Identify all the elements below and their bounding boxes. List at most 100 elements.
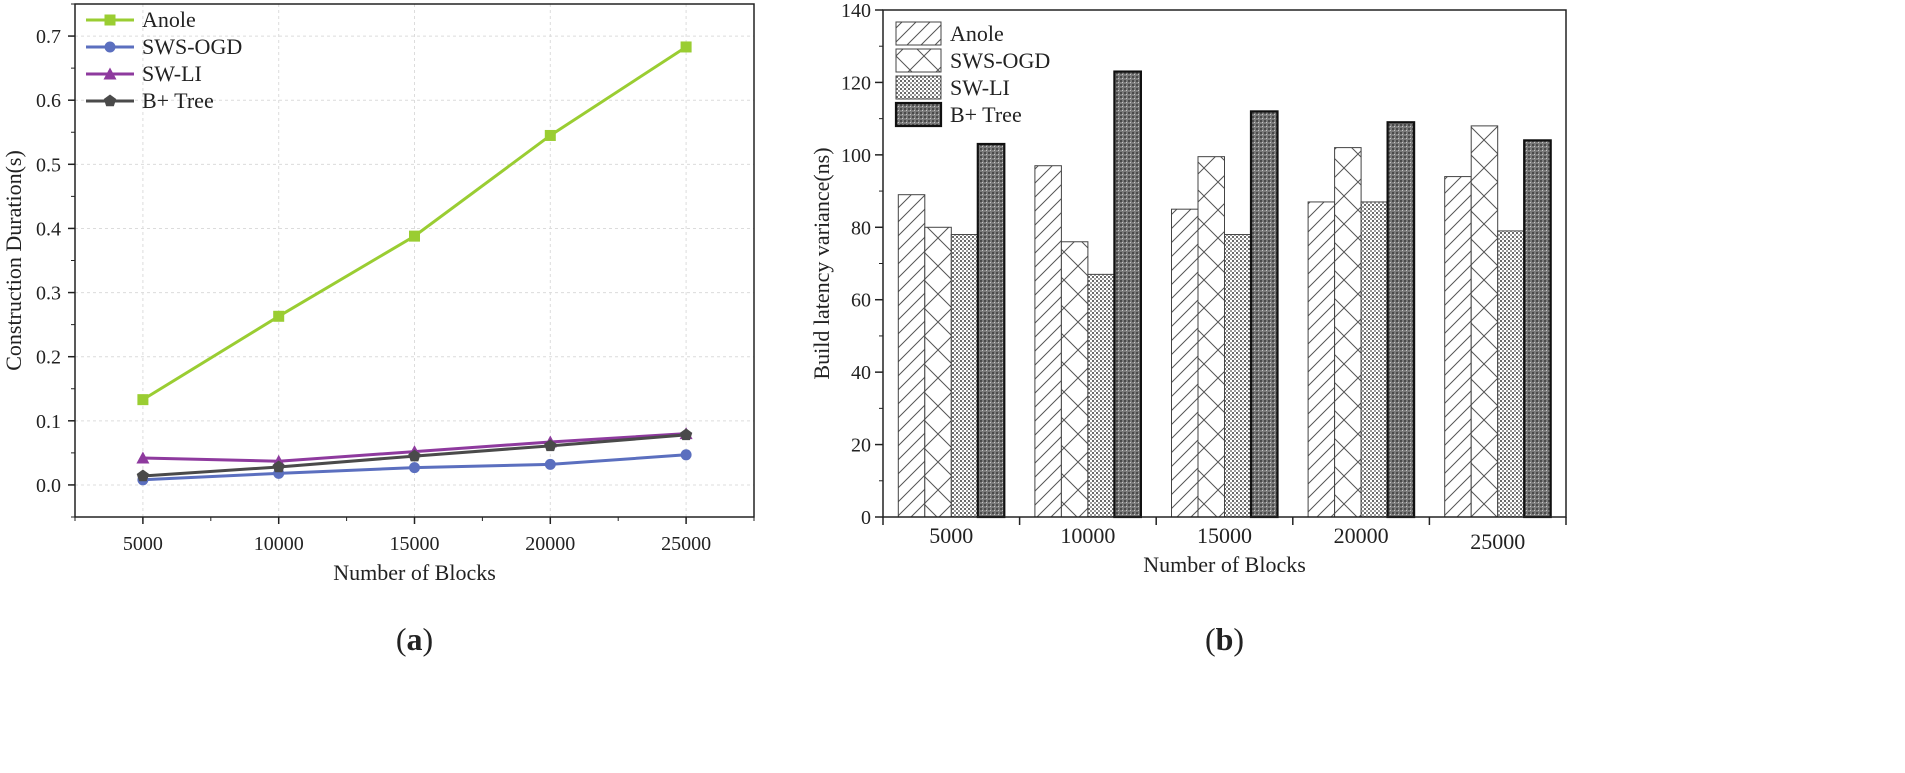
data-point-anole [409,230,420,242]
data-point-sw-li [136,451,150,464]
bar-b-tree [1113,70,1143,519]
panel-label-b-letter: b [1216,621,1234,657]
chart-a-x-tick-label: 25000 [661,533,711,555]
data-point-sws-ogd [680,449,692,461]
chart-a-y-tick-label: 0.5 [36,154,61,176]
bar-sw-li [1497,230,1525,518]
chart-b-y-tick-label: 100 [841,145,871,167]
chart-a-x-tick-label: 15000 [390,533,440,555]
chart-b-x-ticks: 5000 10000 15000 20000 25000 [882,517,1567,554]
bar-b-tree [1523,139,1552,519]
bar-sw-li [1087,273,1115,518]
chart-a-y-ticks: 0.0 0.1 0.2 0.3 0.4 0.5 0.6 0.7 [36,3,75,518]
chart-b-y-axis-title: Build latency variance(ns) [809,147,834,379]
legend-swatch-sw-li [895,75,942,100]
bar-sws-ogd [1197,156,1225,518]
chart-a-y-tick-label: 0.7 [36,26,61,48]
chart-b-y-tick-label: 80 [851,217,871,239]
legend-label-b-tree: B+ Tree [142,88,214,113]
chart-b-bars [897,70,1552,519]
chart-a-y-tick-label: 0.6 [36,90,61,112]
data-point-b-tree [272,460,285,473]
data-point-sws-ogd [544,458,556,470]
bar-chart-build-latency-variance: 0 20 40 60 80 100 120 140 5000 10000 15000 20000 25… [809,0,1567,657]
chart-b-category-label: 5000 [929,523,973,548]
panel-label-a-letter: a [407,621,423,657]
chart-a-y-tick-label: 0.4 [36,218,61,240]
chart-a-x-tick-label: 5000 [123,533,163,555]
chart-b-category-label: 10000 [1060,523,1115,548]
legend-label-sws-ogd: SWS-OGD [142,34,242,59]
chart-a-grid [75,4,754,517]
legend-marker-b-tree [103,94,117,107]
legend-label-anole: Anole [950,21,1004,46]
data-point-b-tree [544,439,557,452]
data-point-anole [680,41,692,53]
bar-anole [1171,208,1199,518]
chart-a-y-axis-title: Construction Duration(s) [1,150,26,371]
legend-label-anole: Anole [142,7,196,32]
bar-b-tree [1386,121,1416,519]
panel-label-b-close: ) [1233,621,1244,657]
chart-a-y-tick-label: 0.1 [36,411,61,433]
bar-b-tree [1249,110,1279,519]
chart-b-category-label: 15000 [1197,523,1252,548]
chart-b-y-tick-label: 120 [841,72,871,94]
legend-label-b-tree: B+ Tree [950,102,1022,127]
chart-b-y-tick-label: 40 [851,362,871,384]
bar-anole [1444,176,1472,518]
panel-label-b-open: ( [1205,621,1216,657]
panel-label-a-close: ) [423,621,434,657]
data-point-anole [137,394,149,406]
bar-sws-ogd [1470,125,1499,518]
chart-b-y-tick-label: 60 [851,290,871,312]
chart-b-category-label: 25000 [1470,529,1525,554]
bar-sw-li [950,234,979,518]
bar-sws-ogd [1060,241,1089,518]
chart-a-x-ticks: 5000 10000 15000 20000 25000 [74,517,755,555]
data-point-b-tree [679,428,693,441]
chart-a-y-tick-label: 0.3 [36,283,61,305]
data-point-anole [544,129,556,141]
legend-label-sw-li: SW-LI [142,61,202,86]
chart-a-x-axis-title: Number of Blocks [333,560,496,585]
line-chart-construction-duration: 0.0 0.1 0.2 0.3 0.4 0.5 0.6 0.7 5000 10000 15000 2… [1,3,755,657]
legend-marker-sw-li [103,67,117,80]
data-point-anole [273,310,285,322]
chart-a-y-tick-label: 0.2 [36,347,61,369]
data-point-sws-ogd [409,462,420,474]
chart-a-x-tick-label: 10000 [254,533,304,555]
chart-b-category-label: 20000 [1334,523,1389,548]
legend-swatch-sws-ogd [895,48,942,73]
chart-a-x-tick-label: 20000 [525,533,575,555]
bar-anole [1034,165,1062,518]
chart-b-y-tick-label: 0 [861,507,871,529]
chart-a-y-tick-label: 0.0 [36,475,61,497]
data-point-b-tree [408,449,421,462]
data-point-b-tree [136,469,150,482]
bar-sws-ogd [1334,147,1362,518]
legend-marker-anole [104,14,116,26]
chart-a-series [136,41,693,486]
bar-sws-ogd [924,226,952,518]
chart-b-y-ticks: 0 20 40 60 80 100 120 140 [841,0,883,529]
panel-label-b: (b) [1205,621,1244,657]
chart-b-x-axis-title: Number of Blocks [1143,552,1306,577]
bar-sw-li [1360,201,1389,518]
bar-b-tree [976,142,1006,519]
legend-marker-sws-ogd [104,41,116,53]
panel-label-a: (a) [396,621,433,657]
legend-swatch-b-tree [894,101,943,128]
bar-anole [1307,201,1336,518]
legend-swatch-anole [895,21,942,46]
chart-b-y-tick-label: 20 [851,435,871,457]
panel-label-a-open: ( [396,621,407,657]
bar-sw-li [1224,234,1252,518]
bar-anole [897,194,926,518]
legend-label-sw-li: SW-LI [950,75,1010,100]
legend-label-sws-ogd: SWS-OGD [950,48,1050,73]
